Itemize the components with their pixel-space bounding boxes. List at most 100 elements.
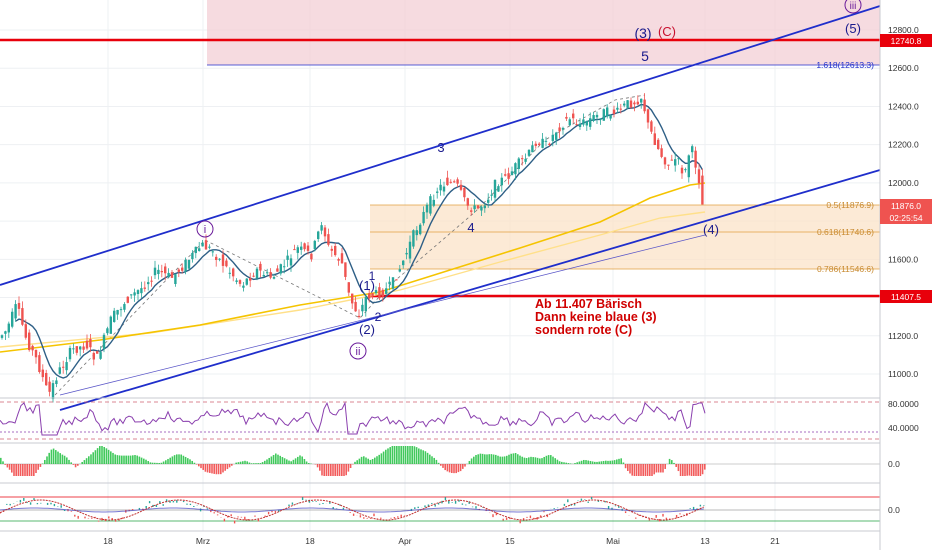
- osc1-bar: [581, 461, 583, 464]
- osc1-bar: [264, 461, 266, 464]
- candle-body: [681, 168, 683, 174]
- candle-body: [555, 133, 557, 140]
- osc1-bar: [18, 464, 20, 476]
- candle-body: [630, 101, 632, 108]
- price-axis-tick: 12200.0: [888, 140, 919, 150]
- candle-body: [643, 100, 645, 112]
- candle-body: [188, 260, 190, 269]
- osc1-bar: [504, 456, 506, 464]
- candle-body: [320, 225, 322, 230]
- osc1-bar: [660, 464, 662, 472]
- osc1-bar: [253, 463, 255, 464]
- osc1-bar: [568, 463, 570, 464]
- candle-body: [572, 114, 574, 119]
- fib-1618-label: 1.618(12613.3): [816, 60, 874, 70]
- osc1-bar: [528, 457, 530, 464]
- osc1-bar: [576, 462, 578, 464]
- osc1-bar: [541, 458, 543, 464]
- osc1-bar: [521, 457, 523, 464]
- osc1-bar: [271, 456, 273, 464]
- candle-body: [137, 290, 139, 294]
- time-axis-label: Apr: [398, 536, 411, 546]
- candle-body: [266, 272, 268, 273]
- osc1-bar: [326, 464, 328, 476]
- osc1-bar: [365, 458, 367, 464]
- osc1-bar: [103, 447, 105, 464]
- osc1-bar: [385, 450, 387, 464]
- candle-body: [358, 316, 360, 317]
- candle-body: [586, 121, 588, 125]
- osc1-bar: [363, 456, 365, 464]
- osc1-bar: [552, 457, 554, 464]
- osc1-bar: [128, 456, 130, 464]
- osc1-bar: [169, 458, 171, 464]
- osc1-bar: [482, 454, 484, 464]
- candle-body: [307, 246, 309, 251]
- osc1-bar: [671, 460, 673, 464]
- osc1-bar: [174, 455, 176, 464]
- rsi-axis-tick-80: 80.0000: [888, 399, 919, 409]
- candle-body: [181, 268, 183, 271]
- osc1-bar: [183, 456, 185, 464]
- candle-body: [297, 247, 299, 253]
- osc1-bar: [92, 452, 94, 464]
- candle-body: [324, 227, 326, 236]
- candle-body: [110, 317, 112, 334]
- osc1-bar: [592, 461, 594, 464]
- osc1-bar: [447, 464, 449, 471]
- osc1-bar: [574, 463, 576, 464]
- osc1-bar: [519, 456, 521, 464]
- osc1-bar: [106, 448, 108, 464]
- osc1-bar: [425, 451, 427, 464]
- osc1-bar: [81, 462, 83, 464]
- candle-body: [286, 256, 288, 260]
- osc1-bar: [563, 462, 565, 464]
- osc1-bar: [88, 456, 90, 464]
- osc1-bar: [524, 458, 526, 464]
- osc1-bar: [673, 463, 675, 464]
- osc1-bar: [596, 462, 598, 464]
- candle-body: [361, 305, 363, 311]
- osc1-bar: [554, 458, 556, 464]
- candle-body: [569, 119, 571, 125]
- wave-ii-label: ii: [356, 346, 361, 358]
- candle-body: [657, 140, 659, 149]
- candle-body: [575, 124, 577, 125]
- osc1-bar: [640, 464, 642, 476]
- osc1-bar: [246, 461, 248, 464]
- candle-body: [365, 297, 367, 311]
- candle-body: [395, 279, 397, 280]
- candle-body: [116, 310, 118, 315]
- osc1-bar: [2, 461, 4, 464]
- candle-body: [290, 258, 292, 265]
- candle-body: [76, 346, 78, 353]
- osc1-bar: [526, 458, 528, 464]
- candle-body: [439, 185, 441, 191]
- osc1-bar: [24, 464, 26, 476]
- osc1-bar: [561, 462, 563, 464]
- osc1-bar: [374, 458, 376, 464]
- osc1-bar: [202, 464, 204, 470]
- osc1-bar: [638, 464, 640, 476]
- osc1-bar: [231, 464, 233, 466]
- osc1-axis-tick-0: 0.0: [888, 459, 900, 469]
- osc1-bar: [601, 461, 603, 464]
- price-axis-tick: 11000.0: [888, 369, 918, 379]
- osc1-bar: [20, 464, 22, 476]
- osc1-bar: [152, 463, 154, 464]
- wave-4-paren-label: (4): [703, 222, 719, 237]
- candle-body: [38, 355, 40, 372]
- candle-body: [341, 253, 343, 263]
- candle-body: [106, 328, 108, 333]
- candle-body: [205, 240, 207, 249]
- candle-body: [388, 282, 390, 284]
- candle-body: [348, 282, 350, 292]
- osc1-bar: [139, 457, 141, 464]
- osc1-bar: [471, 458, 473, 464]
- candle-body: [310, 254, 312, 260]
- osc1-bar: [13, 464, 15, 476]
- osc1-bar: [680, 464, 682, 476]
